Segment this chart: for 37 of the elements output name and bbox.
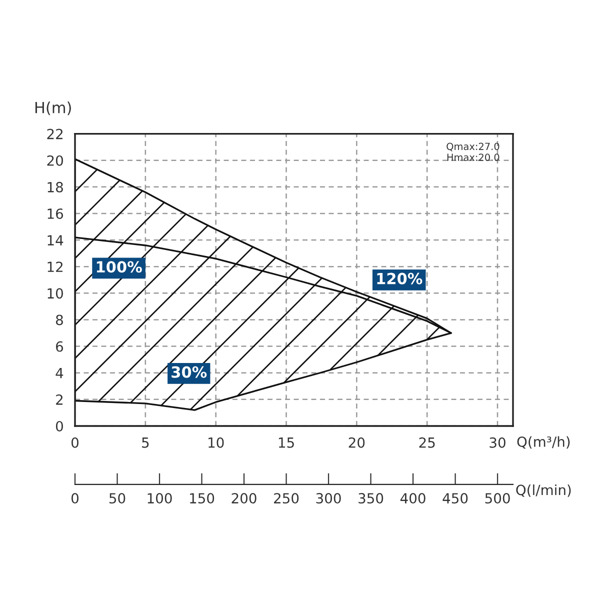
x2-tick-label: 200 — [232, 493, 256, 504]
y-tick-label: 12 — [48, 262, 62, 272]
x2-tick-label: 500 — [485, 493, 510, 504]
x2-tick-label: 300 — [316, 493, 341, 504]
annotation: 30% — [172, 366, 207, 378]
annotation: 100% — [96, 261, 142, 273]
y-axis-title: H(m) — [35, 102, 71, 116]
y-tick-label: 8 — [56, 314, 63, 326]
x2-tick-label: 400 — [400, 493, 426, 504]
y-tick-label: 18 — [48, 182, 63, 192]
annotation: 120% — [377, 272, 422, 284]
x2-tick-label: 450 — [442, 493, 468, 504]
y-tick-label: 10 — [48, 288, 63, 299]
y-tick-label: 4 — [56, 368, 64, 378]
x2-tick-label: 100 — [148, 493, 172, 504]
x2-tick-label: 350 — [358, 493, 384, 504]
x2-tick-label: 250 — [274, 493, 299, 504]
x-axis-title: Q(m³/h) — [517, 436, 570, 449]
y-tick-label: 14 — [48, 235, 64, 246]
y-tick-label: 6 — [56, 341, 64, 352]
x-tick-label: 10 — [208, 437, 224, 448]
x-tick-label: 30 — [490, 437, 506, 448]
y-tick-label: 22 — [47, 128, 62, 140]
x-tick-label: 0 — [71, 437, 78, 448]
y-tick-label: 2 — [56, 394, 62, 405]
x-tick-label: 15 — [278, 438, 294, 448]
x2-tick-label: 50 — [109, 493, 126, 504]
annotation: Qmax:27.0 Hmax:20.0 — [446, 142, 500, 161]
x-tick-label: 5 — [142, 438, 149, 448]
y-tick-label: 16 — [48, 208, 64, 219]
x-tick-label: 25 — [419, 437, 435, 448]
y-tick-label: 20 — [47, 155, 63, 166]
x2-axis-title: Q(l/min) — [516, 484, 571, 497]
x2-tick-label: 150 — [190, 493, 214, 504]
x2-tick-label: 0 — [71, 493, 78, 504]
x-tick-label: 20 — [348, 437, 365, 448]
y-tick-label: 0 — [56, 420, 63, 432]
